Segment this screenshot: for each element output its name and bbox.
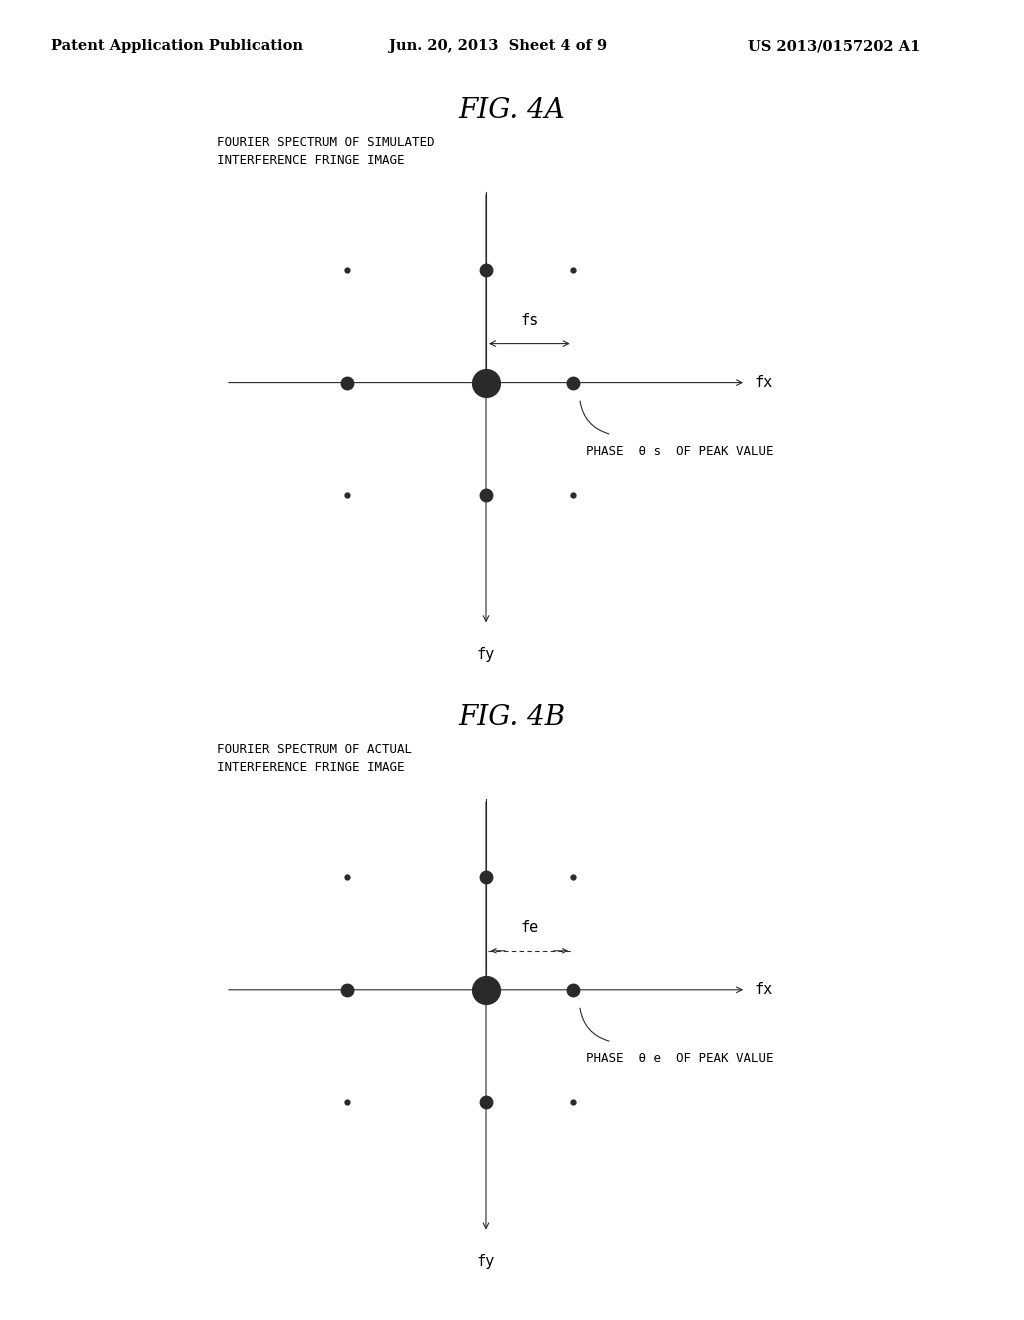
Text: PHASE  θ e  OF PEAK VALUE: PHASE θ e OF PEAK VALUE (586, 1052, 773, 1065)
Text: Jun. 20, 2013  Sheet 4 of 9: Jun. 20, 2013 Sheet 4 of 9 (389, 40, 607, 53)
Text: fx: fx (755, 375, 773, 391)
Text: Patent Application Publication: Patent Application Publication (51, 40, 303, 53)
Text: US 2013/0157202 A1: US 2013/0157202 A1 (748, 40, 920, 53)
Text: fs: fs (520, 313, 539, 327)
Text: FIG. 4A: FIG. 4A (459, 96, 565, 124)
Text: FOURIER SPECTRUM OF ACTUAL
INTERFERENCE FRINGE IMAGE: FOURIER SPECTRUM OF ACTUAL INTERFERENCE … (217, 743, 413, 774)
Text: fx: fx (755, 982, 773, 998)
Text: FIG. 4B: FIG. 4B (459, 704, 565, 731)
Text: fy: fy (477, 1254, 496, 1270)
Text: fy: fy (477, 647, 496, 663)
Text: PHASE  θ s  OF PEAK VALUE: PHASE θ s OF PEAK VALUE (586, 445, 773, 458)
Text: fe: fe (520, 920, 539, 935)
Text: FOURIER SPECTRUM OF SIMULATED
INTERFERENCE FRINGE IMAGE: FOURIER SPECTRUM OF SIMULATED INTERFEREN… (217, 136, 435, 166)
